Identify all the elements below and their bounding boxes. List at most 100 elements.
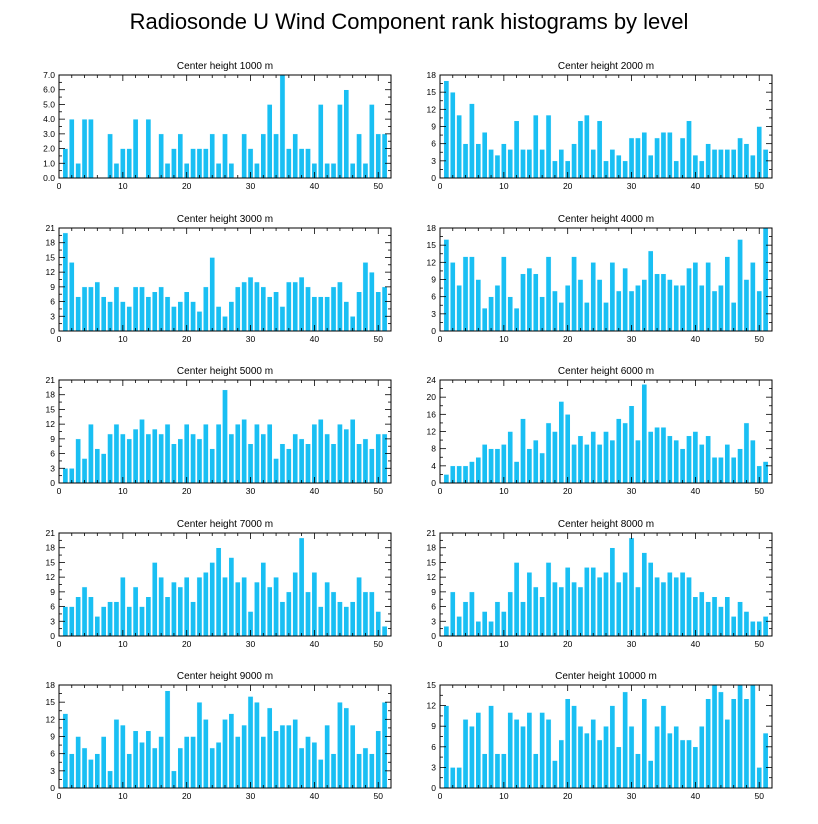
y-tick-label: 3 bbox=[431, 309, 436, 319]
x-tick-label: 30 bbox=[627, 486, 637, 496]
bar bbox=[469, 256, 475, 332]
y-tick-label: 0 bbox=[50, 631, 55, 641]
bar bbox=[641, 279, 648, 332]
bar bbox=[183, 736, 190, 789]
bar bbox=[260, 562, 267, 637]
bar bbox=[475, 457, 482, 484]
x-tick-label: 0 bbox=[438, 486, 443, 496]
bar bbox=[654, 725, 660, 789]
bar bbox=[81, 586, 88, 637]
bar bbox=[737, 137, 743, 179]
x-tick-label: 50 bbox=[373, 334, 383, 344]
bar bbox=[571, 444, 577, 484]
bar bbox=[494, 448, 501, 484]
bar bbox=[603, 302, 609, 332]
panel-title: Center height 7000 m bbox=[177, 519, 273, 530]
bar bbox=[660, 705, 667, 789]
bar bbox=[100, 736, 107, 789]
bar bbox=[513, 120, 520, 179]
bar bbox=[343, 89, 350, 179]
bar bbox=[196, 701, 203, 789]
bar bbox=[260, 133, 267, 179]
bar bbox=[564, 284, 571, 332]
bar bbox=[520, 601, 526, 637]
bar bbox=[628, 137, 635, 179]
bar bbox=[456, 114, 462, 179]
y-tick-label: 21 bbox=[46, 528, 56, 538]
histogram-panel-10: Center height 10000 m 0 10 20 30 40 50 0 3 6 9 12 15 bbox=[427, 671, 773, 801]
bar bbox=[241, 576, 247, 637]
bar bbox=[234, 581, 241, 637]
y-tick-label: 15 bbox=[46, 557, 56, 567]
bar bbox=[369, 591, 375, 637]
bar bbox=[584, 114, 590, 179]
bar bbox=[266, 104, 273, 179]
bar bbox=[622, 267, 628, 332]
y-tick-label: 0 bbox=[50, 326, 55, 336]
bar bbox=[298, 438, 305, 484]
bar bbox=[526, 267, 533, 332]
bar bbox=[750, 262, 756, 332]
bar bbox=[62, 713, 69, 789]
bar bbox=[209, 448, 216, 484]
bar bbox=[139, 606, 145, 637]
y-tick-label: 4 bbox=[431, 461, 436, 471]
bar bbox=[113, 163, 120, 179]
bar bbox=[196, 148, 203, 179]
bar bbox=[718, 691, 724, 789]
bar bbox=[158, 433, 164, 484]
bar bbox=[298, 148, 305, 179]
y-tick-label: 18 bbox=[46, 238, 56, 248]
bar bbox=[177, 133, 184, 179]
bar bbox=[462, 256, 469, 332]
x-tick-label: 10 bbox=[118, 486, 128, 496]
bar bbox=[526, 149, 533, 179]
bar bbox=[151, 747, 158, 789]
x-tick-label: 40 bbox=[310, 486, 320, 496]
bar bbox=[190, 148, 196, 179]
x-tick-label: 0 bbox=[438, 181, 443, 191]
bar bbox=[337, 701, 343, 789]
bar bbox=[532, 114, 539, 179]
bar bbox=[330, 286, 337, 332]
bar bbox=[343, 606, 350, 637]
bar bbox=[609, 149, 616, 179]
bar bbox=[234, 423, 241, 484]
bar bbox=[475, 712, 482, 789]
bar bbox=[622, 160, 628, 179]
bar bbox=[330, 443, 337, 484]
x-tick-label: 50 bbox=[373, 486, 383, 496]
bar bbox=[305, 148, 311, 179]
bar bbox=[286, 724, 292, 789]
bar bbox=[718, 149, 724, 179]
bar bbox=[679, 739, 686, 789]
bar bbox=[615, 746, 622, 789]
bar bbox=[571, 581, 577, 637]
y-tick-label: 12 bbox=[427, 701, 437, 711]
panel-title: Center height 9000 m bbox=[177, 671, 273, 682]
y-tick-label: 15 bbox=[427, 87, 437, 97]
bar bbox=[462, 143, 469, 179]
bar bbox=[667, 571, 673, 637]
bar bbox=[139, 741, 145, 789]
bar bbox=[75, 438, 81, 484]
bar bbox=[513, 307, 520, 332]
x-tick-label: 40 bbox=[691, 181, 701, 191]
x-tick-label: 10 bbox=[118, 639, 128, 649]
bar bbox=[158, 286, 164, 332]
histogram-panel-2: Center height 2000 m 0 10 20 30 40 50 0 3 6 9 12 15 1… bbox=[427, 61, 773, 191]
bar bbox=[443, 625, 450, 637]
bar bbox=[622, 571, 628, 637]
bar bbox=[654, 426, 660, 484]
bar bbox=[279, 601, 286, 637]
x-tick-label: 30 bbox=[246, 486, 256, 496]
bar bbox=[94, 448, 101, 484]
bar bbox=[552, 290, 558, 332]
y-tick-label: 9 bbox=[50, 282, 55, 292]
bar bbox=[254, 423, 260, 484]
bar bbox=[552, 760, 558, 789]
bar bbox=[126, 606, 133, 637]
x-tick-label: 10 bbox=[499, 334, 509, 344]
bar bbox=[356, 291, 362, 332]
histogram-panel-4: Center height 4000 m 0 10 20 30 40 50 0 3 6 9 12 15 1… bbox=[427, 214, 773, 344]
